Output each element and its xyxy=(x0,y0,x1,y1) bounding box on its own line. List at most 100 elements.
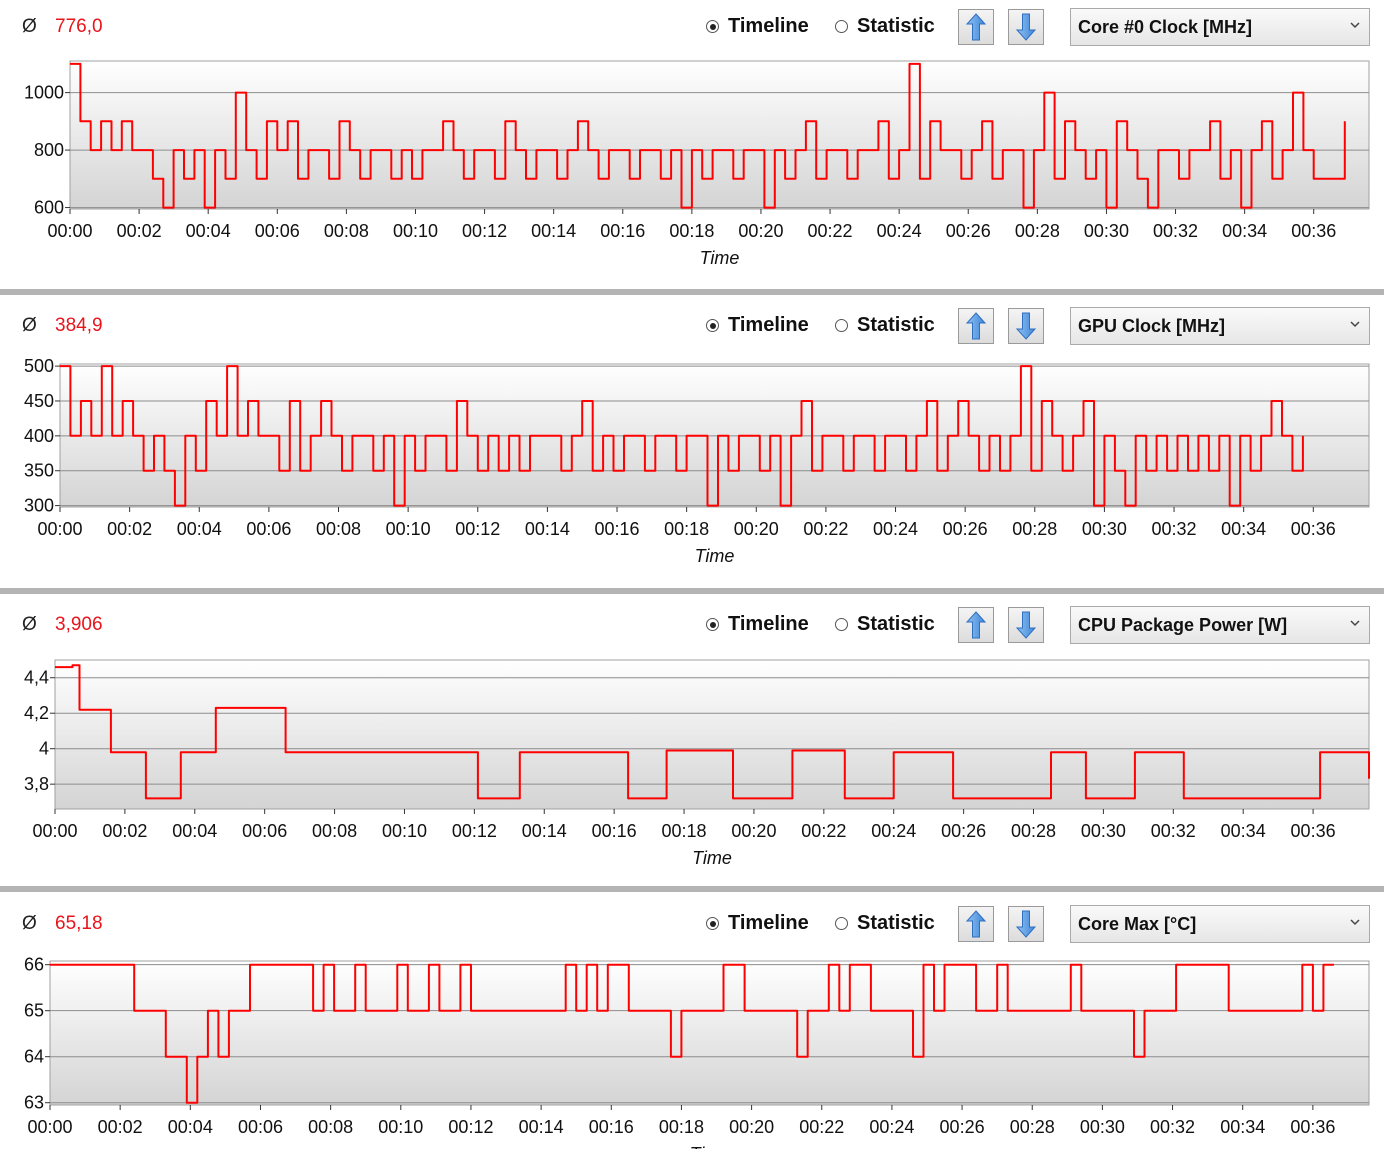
chevron-down-icon xyxy=(1350,321,1360,328)
sensor-select-value: GPU Clock [MHz] xyxy=(1078,316,1226,336)
panel-separator xyxy=(0,289,1384,295)
x-tick-label: 00:34 xyxy=(1221,519,1266,539)
x-tick-label: 00:16 xyxy=(594,519,639,539)
x-tick-label: 00:06 xyxy=(238,1117,283,1137)
x-tick-label: 00:08 xyxy=(312,821,357,841)
sensor-select[interactable]: Core Max [°C] xyxy=(1070,905,1370,943)
y-tick-label: 66 xyxy=(24,955,44,975)
x-tick-label: 00:04 xyxy=(186,221,231,241)
x-tick-label: 00:02 xyxy=(117,221,162,241)
plot-area xyxy=(54,659,1370,810)
x-tick-label: 00:12 xyxy=(452,821,497,841)
x-axis-title: Time xyxy=(690,1144,730,1149)
x-tick-label: 00:20 xyxy=(738,221,783,241)
y-tick-label: 64 xyxy=(24,1047,44,1067)
arrow-down-icon xyxy=(1015,910,1037,938)
x-tick-label: 00:10 xyxy=(378,1117,423,1137)
average-value: 384,9 xyxy=(55,315,103,336)
move-down-button[interactable] xyxy=(1008,9,1044,45)
sensor-select[interactable]: Core #0 Clock [MHz] xyxy=(1070,8,1370,46)
series-line xyxy=(70,62,1346,209)
x-tick-label: 00:34 xyxy=(1220,1117,1265,1137)
timeline-radio[interactable]: Timeline xyxy=(706,613,809,636)
average-symbol: Ø xyxy=(22,913,37,934)
x-tick-label: 00:14 xyxy=(525,519,570,539)
x-tick-label: 00:00 xyxy=(47,221,92,241)
x-tick-label: 00:36 xyxy=(1291,519,1336,539)
sensor-select-value: Core #0 Clock [MHz] xyxy=(1078,17,1253,37)
y-tick-label: 63 xyxy=(24,1093,44,1113)
move-up-button[interactable] xyxy=(958,9,994,45)
arrow-down-icon xyxy=(1015,312,1037,340)
arrow-down-icon xyxy=(1015,611,1037,639)
x-tick-label: 00:30 xyxy=(1084,221,1129,241)
x-tick-label: 00:32 xyxy=(1152,519,1197,539)
y-tick-label: 3,8 xyxy=(24,774,49,794)
x-tick-label: 00:08 xyxy=(324,221,369,241)
x-tick-label: 00:02 xyxy=(107,519,152,539)
radio-dot-icon xyxy=(706,917,719,930)
x-tick-label: 00:28 xyxy=(1012,519,1057,539)
x-axis-title: Time xyxy=(700,248,740,268)
x-axis-title: Time xyxy=(692,848,732,868)
x-tick-label: 00:16 xyxy=(589,1117,634,1137)
move-up-button[interactable] xyxy=(958,607,994,643)
chevron-down-icon xyxy=(1350,919,1360,926)
x-tick-label: 00:16 xyxy=(600,221,645,241)
panel-separator xyxy=(0,886,1384,892)
timeline-radio[interactable]: Timeline xyxy=(706,912,809,935)
timeline-label: Timeline xyxy=(728,912,809,934)
chevron-down-icon xyxy=(1350,22,1360,29)
radio-dot-icon xyxy=(835,917,848,930)
x-tick-label: 00:36 xyxy=(1290,1117,1335,1137)
sensor-select[interactable]: GPU Clock [MHz] xyxy=(1070,307,1370,345)
arrow-up-icon xyxy=(965,910,987,938)
x-tick-label: 00:20 xyxy=(731,821,776,841)
y-tick-label: 4,2 xyxy=(24,703,49,723)
timeline-radio[interactable]: Timeline xyxy=(706,15,809,38)
move-down-button[interactable] xyxy=(1008,607,1044,643)
x-tick-label: 00:22 xyxy=(799,1117,844,1137)
average-symbol: Ø xyxy=(22,16,37,37)
y-tick-label: 300 xyxy=(24,496,54,516)
x-tick-label: 00:24 xyxy=(873,519,918,539)
statistic-radio[interactable]: Statistic xyxy=(835,912,935,935)
arrow-down-icon xyxy=(1015,13,1037,41)
x-tick-label: 00:22 xyxy=(801,821,846,841)
statistic-radio[interactable]: Statistic xyxy=(835,314,935,337)
radio-dot-icon xyxy=(835,20,848,33)
x-tick-label: 00:14 xyxy=(519,1117,564,1137)
move-down-button[interactable] xyxy=(1008,308,1044,344)
x-tick-label: 00:06 xyxy=(242,821,287,841)
series-line xyxy=(50,963,1334,1104)
line-chart: 63 64 65 66 00:00 00:02 00:04 00:06 00:08 00:10 00… xyxy=(24,955,1370,1149)
timeline-radio[interactable]: Timeline xyxy=(706,314,809,337)
x-tick-label: 00:24 xyxy=(877,221,922,241)
radio-dot-icon xyxy=(835,319,848,332)
statistic-radio[interactable]: Statistic xyxy=(835,15,935,38)
x-tick-label: 00:18 xyxy=(659,1117,704,1137)
move-up-button[interactable] xyxy=(958,308,994,344)
timeline-label: Timeline xyxy=(728,613,809,635)
x-tick-label: 00:10 xyxy=(382,821,427,841)
x-tick-label: 00:18 xyxy=(669,221,714,241)
x-tick-label: 00:10 xyxy=(393,221,438,241)
y-tick-label: 1000 xyxy=(24,83,64,103)
y-tick-label: 600 xyxy=(34,198,64,218)
average-value: 776,0 xyxy=(55,16,103,37)
x-tick-label: 00:00 xyxy=(32,821,77,841)
x-tick-label: 00:28 xyxy=(1015,221,1060,241)
average-value: 3,906 xyxy=(55,614,103,635)
sensor-select[interactable]: CPU Package Power [W] xyxy=(1070,606,1370,644)
move-up-button[interactable] xyxy=(958,906,994,942)
y-tick-label: 65 xyxy=(24,1001,44,1021)
x-tick-label: 00:22 xyxy=(808,221,853,241)
x-tick-label: 00:28 xyxy=(1011,821,1056,841)
plot-area xyxy=(49,960,1370,1106)
x-tick-label: 00:12 xyxy=(455,519,500,539)
x-tick-label: 00:18 xyxy=(662,821,707,841)
statistic-label: Statistic xyxy=(857,613,935,635)
move-down-button[interactable] xyxy=(1008,906,1044,942)
statistic-radio[interactable]: Statistic xyxy=(835,613,935,636)
x-tick-label: 00:16 xyxy=(592,821,637,841)
